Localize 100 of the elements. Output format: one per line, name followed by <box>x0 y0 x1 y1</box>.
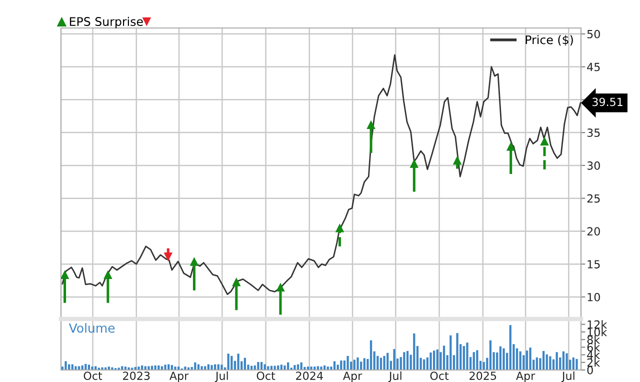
bar <box>572 357 574 370</box>
y-tick-label: 15 <box>588 260 600 268</box>
bar <box>529 348 532 370</box>
bar <box>220 364 223 370</box>
bar <box>346 356 349 370</box>
x-tick-label: 2023 <box>123 372 150 380</box>
bar <box>472 352 475 370</box>
y-tick-label: 50 <box>587 30 600 38</box>
x-tick-label: Apr <box>343 372 362 382</box>
x-tick-label: Apr <box>170 372 189 382</box>
x-tick-label: 2024 <box>296 372 323 380</box>
x-tick-label: Apr <box>516 372 536 382</box>
bar <box>174 366 176 370</box>
bar <box>91 366 94 370</box>
bar <box>456 333 458 370</box>
bar <box>432 350 436 370</box>
bar <box>442 346 446 370</box>
bar <box>148 366 150 370</box>
bar <box>184 366 186 370</box>
bar <box>64 361 67 370</box>
bar <box>462 346 465 370</box>
point <box>366 120 376 130</box>
point <box>164 252 173 262</box>
bar <box>257 362 260 370</box>
y-tick-label: 0 <box>587 366 593 374</box>
y-tick-label: 6k <box>587 342 600 352</box>
y-tick-label: 10 <box>588 292 600 302</box>
bar <box>363 358 366 370</box>
bar <box>489 340 492 370</box>
x-tick-label: Jul <box>388 371 402 382</box>
bar <box>393 349 396 370</box>
bar <box>450 335 452 370</box>
bar <box>164 364 166 370</box>
bar <box>360 362 362 370</box>
bar <box>386 352 389 370</box>
point <box>104 270 112 279</box>
y-tick-label: 25 <box>587 194 600 203</box>
bar <box>320 366 322 370</box>
bar <box>466 342 468 370</box>
x-tick-label: Oct <box>84 372 102 380</box>
point <box>276 282 285 292</box>
bar <box>200 366 203 370</box>
bar <box>509 325 512 370</box>
point <box>335 224 344 232</box>
bar <box>310 366 312 370</box>
y-tick-label: 4k <box>587 350 600 359</box>
bar <box>536 357 538 370</box>
bar <box>499 346 502 370</box>
x-tick-label: Jul <box>561 371 574 382</box>
point <box>506 142 516 151</box>
y-tick-label: 20 <box>587 227 600 236</box>
bar <box>356 357 359 370</box>
bar <box>284 365 286 370</box>
bar <box>413 333 416 370</box>
annotation: 39.51 <box>592 98 622 106</box>
bar <box>562 351 565 370</box>
y-tick-label: 12k <box>588 320 608 329</box>
bar <box>566 353 568 370</box>
bar <box>227 354 230 370</box>
legend-label: Price ($) <box>526 35 573 46</box>
bar <box>370 340 372 370</box>
x-tick-label: Jul <box>214 371 228 382</box>
x-tick-label: Oct <box>256 372 276 380</box>
bar <box>210 365 213 370</box>
legend-label: EPS Surprise <box>70 16 143 28</box>
y-tick-label: 2k <box>587 358 600 367</box>
bar <box>376 356 379 370</box>
bar <box>406 350 409 370</box>
text: Volume <box>68 323 115 333</box>
bar <box>576 358 578 370</box>
bar <box>138 366 140 370</box>
point <box>410 159 419 168</box>
bar <box>516 348 518 370</box>
y-tick-label: 45 <box>587 62 600 72</box>
point <box>190 257 199 266</box>
bar <box>436 349 438 370</box>
point <box>61 270 70 279</box>
bar <box>294 365 296 370</box>
x-tick-label: Oct <box>430 372 449 380</box>
y-tick-label: 30 <box>587 161 600 170</box>
bar <box>230 356 233 370</box>
point <box>232 277 241 286</box>
point <box>540 136 549 146</box>
bar <box>526 350 528 370</box>
point <box>452 156 462 165</box>
bar <box>383 356 386 370</box>
y-tick-label: 35 <box>587 128 600 137</box>
bar <box>403 352 406 370</box>
bar <box>430 352 432 370</box>
x-tick-label: 2025 <box>470 372 496 380</box>
bar <box>274 366 276 370</box>
bar <box>549 356 552 370</box>
bar <box>353 360 356 370</box>
bar <box>556 352 558 370</box>
bar <box>476 350 478 370</box>
bar <box>237 354 240 370</box>
bar <box>546 354 548 370</box>
bar <box>542 350 545 370</box>
line-series <box>62 54 581 296</box>
bar <box>502 348 505 370</box>
